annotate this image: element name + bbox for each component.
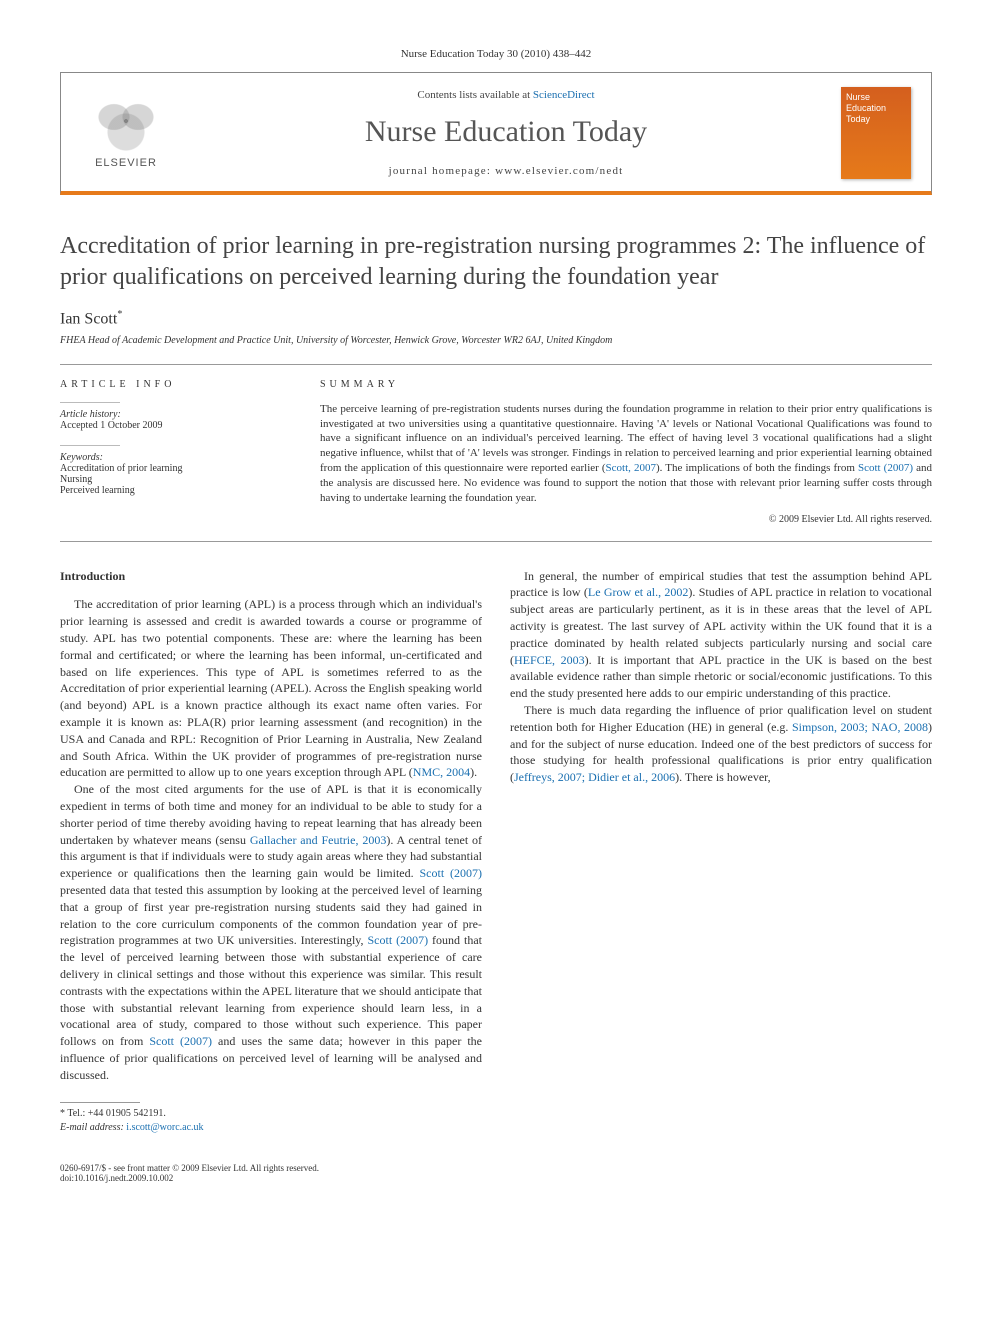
journal-title: Nurse Education Today xyxy=(171,115,841,149)
contents-prefix: Contents lists available at xyxy=(417,89,532,101)
author-text: Ian Scott xyxy=(60,311,117,328)
article-title: Accreditation of prior learning in pre-r… xyxy=(60,231,932,293)
summary-head: SUMMARY xyxy=(320,379,932,390)
publisher-logo[interactable]: ELSEVIER xyxy=(81,88,171,178)
body-text: ). There is however, xyxy=(675,770,771,784)
body-two-column: Introduction The accreditation of prior … xyxy=(60,568,932,1135)
summary-text: The perceive learning of pre-registratio… xyxy=(320,402,932,506)
author-affiliation: FHEA Head of Academic Development and Pr… xyxy=(60,335,932,346)
body-text: found that the level of perceived learni… xyxy=(60,933,482,1048)
article-meta-row: ARTICLE INFO Article history: Accepted 1… xyxy=(60,379,932,525)
citation-link[interactable]: Le Grow et al., 2002 xyxy=(588,585,689,599)
divider-bottom xyxy=(60,541,932,542)
author-name: Ian Scott* xyxy=(60,309,932,328)
footnote-tel: * Tel.: +44 01905 542191. xyxy=(60,1107,482,1121)
keywords-block: Keywords: Accreditation of prior learnin… xyxy=(60,452,290,496)
meta-divider xyxy=(60,402,120,403)
citation-link[interactable]: Simpson, 2003; NAO, 2008 xyxy=(792,720,928,734)
page-container: Nurse Education Today 30 (2010) 438–442 … xyxy=(0,0,992,1223)
section-heading-introduction: Introduction xyxy=(60,568,482,585)
body-paragraph: There is much data regarding the influen… xyxy=(510,702,932,786)
footer-line-2: doi:10.1016/j.nedt.2009.10.002 xyxy=(60,1173,932,1183)
keywords-list: Accreditation of prior learning Nursing … xyxy=(60,463,290,496)
cover-thumb-text: Nurse Education Today xyxy=(846,92,886,124)
article-info-column: ARTICLE INFO Article history: Accepted 1… xyxy=(60,379,290,525)
article-history-block: Article history: Accepted 1 October 2009 xyxy=(60,409,290,431)
citation-link[interactable]: Scott (2007) xyxy=(149,1034,212,1048)
summary-column: SUMMARY The perceive learning of pre-reg… xyxy=(320,379,932,525)
citation-line: Nurse Education Today 30 (2010) 438–442 xyxy=(60,48,932,60)
citation-link[interactable]: Scott (2007) xyxy=(367,933,428,947)
header-center: Contents lists available at ScienceDirec… xyxy=(171,89,841,177)
journal-cover-thumbnail[interactable]: Nurse Education Today xyxy=(841,87,911,179)
citation-link[interactable]: HEFCE, 2003 xyxy=(514,653,585,667)
author-email-link[interactable]: i.scott@worc.ac.uk xyxy=(126,1122,203,1133)
body-paragraph: The accreditation of prior learning (APL… xyxy=(60,596,482,781)
journal-homepage: journal homepage: www.elsevier.com/nedt xyxy=(171,165,841,177)
body-paragraph: In general, the number of empirical stud… xyxy=(510,568,932,702)
citation-link[interactable]: Scott (2007) xyxy=(419,866,482,880)
citation-link[interactable]: Scott (2007) xyxy=(858,462,913,474)
history-label: Article history: xyxy=(60,409,290,420)
email-label: E-mail address: xyxy=(60,1122,124,1133)
publisher-logo-label: ELSEVIER xyxy=(95,157,157,169)
footnote-rule xyxy=(60,1102,140,1103)
keyword-item: Accreditation of prior learning xyxy=(60,463,290,474)
meta-divider xyxy=(60,445,120,446)
elsevier-tree-icon xyxy=(91,97,161,157)
keyword-item: Nursing xyxy=(60,474,290,485)
citation-link[interactable]: Jeffreys, 2007; Didier et al., 2006 xyxy=(514,770,675,784)
sciencedirect-link[interactable]: ScienceDirect xyxy=(533,89,595,101)
journal-header: ELSEVIER Contents lists available at Sci… xyxy=(60,72,932,195)
corresponding-marker: * xyxy=(117,309,122,320)
footer-line-1: 0260-6917/$ - see front matter © 2009 El… xyxy=(60,1163,932,1173)
footnote-email-line: E-mail address: i.scott@worc.ac.uk xyxy=(60,1121,482,1135)
body-paragraph: One of the most cited arguments for the … xyxy=(60,781,482,1083)
footnote-block: * Tel.: +44 01905 542191. E-mail address… xyxy=(60,1102,482,1135)
citation-link[interactable]: Scott, 2007 xyxy=(606,462,656,474)
history-value: Accepted 1 October 2009 xyxy=(60,420,290,431)
keyword-item: Perceived learning xyxy=(60,485,290,496)
body-text: ). xyxy=(470,765,477,779)
summary-copyright: © 2009 Elsevier Ltd. All rights reserved… xyxy=(320,514,932,525)
page-footer: 0260-6917/$ - see front matter © 2009 El… xyxy=(60,1163,932,1183)
keywords-label: Keywords: xyxy=(60,452,290,463)
divider-top xyxy=(60,364,932,365)
summary-part: ). The implications of both the findings… xyxy=(656,462,858,474)
citation-link[interactable]: NMC, 2004 xyxy=(413,765,470,779)
contents-available-line: Contents lists available at ScienceDirec… xyxy=(171,89,841,101)
body-text: The accreditation of prior learning (APL… xyxy=(60,597,482,779)
article-info-head: ARTICLE INFO xyxy=(60,379,290,390)
citation-link[interactable]: Gallacher and Feutrie, 2003 xyxy=(250,833,387,847)
